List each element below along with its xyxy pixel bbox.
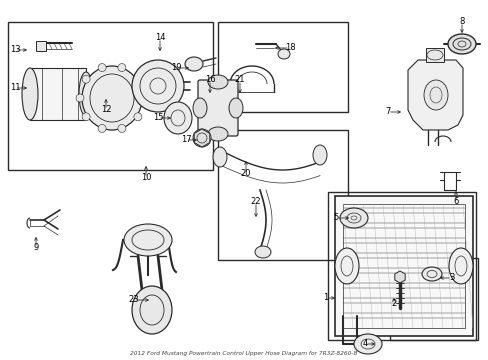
- Text: 21: 21: [234, 76, 245, 85]
- Text: 10: 10: [141, 174, 151, 183]
- Text: 9: 9: [33, 243, 39, 252]
- Text: 11: 11: [10, 84, 20, 93]
- Bar: [342, 204, 464, 328]
- Text: 3: 3: [448, 274, 454, 283]
- Bar: [327, 192, 475, 340]
- Bar: [36, 41, 46, 51]
- Text: 2: 2: [390, 300, 396, 309]
- Bar: [218, 130, 347, 260]
- Ellipse shape: [118, 125, 125, 132]
- Ellipse shape: [213, 147, 226, 167]
- Bar: [8, 22, 213, 170]
- Text: 14: 14: [154, 33, 165, 42]
- Ellipse shape: [193, 98, 206, 118]
- Text: 2012 Ford Mustang Powertrain Control Upper Hose Diagram for 7R3Z-8260-B: 2012 Ford Mustang Powertrain Control Upp…: [130, 351, 357, 356]
- Ellipse shape: [207, 75, 227, 89]
- Ellipse shape: [228, 98, 243, 118]
- Ellipse shape: [254, 246, 270, 258]
- Ellipse shape: [22, 68, 38, 120]
- Ellipse shape: [334, 248, 358, 284]
- Text: 18: 18: [284, 44, 295, 53]
- Text: 4: 4: [362, 339, 367, 348]
- Text: 8: 8: [458, 18, 464, 27]
- Text: 19: 19: [170, 63, 181, 72]
- Text: 17: 17: [181, 135, 191, 144]
- Bar: [389, 258, 477, 340]
- Ellipse shape: [79, 72, 93, 116]
- Ellipse shape: [312, 145, 326, 165]
- Ellipse shape: [134, 75, 142, 83]
- Ellipse shape: [278, 49, 289, 59]
- Ellipse shape: [82, 113, 90, 121]
- Ellipse shape: [82, 75, 90, 83]
- Ellipse shape: [124, 224, 172, 256]
- Ellipse shape: [140, 94, 148, 102]
- Ellipse shape: [118, 64, 125, 72]
- Text: 5: 5: [333, 213, 338, 222]
- Text: 23: 23: [128, 296, 139, 305]
- Ellipse shape: [82, 66, 142, 130]
- Text: 12: 12: [101, 105, 111, 114]
- Ellipse shape: [339, 208, 367, 228]
- Text: 6: 6: [452, 198, 458, 207]
- Ellipse shape: [163, 102, 192, 134]
- Ellipse shape: [134, 113, 142, 121]
- Ellipse shape: [98, 125, 106, 132]
- FancyBboxPatch shape: [198, 80, 238, 136]
- Text: 15: 15: [152, 113, 163, 122]
- Polygon shape: [194, 129, 209, 147]
- Bar: [425, 48, 443, 62]
- Text: 1: 1: [323, 293, 328, 302]
- Ellipse shape: [193, 129, 210, 147]
- Text: 16: 16: [204, 76, 215, 85]
- Ellipse shape: [423, 80, 447, 110]
- Text: 22: 22: [250, 198, 261, 207]
- Ellipse shape: [353, 334, 381, 354]
- Bar: [218, 22, 347, 112]
- Ellipse shape: [132, 286, 172, 334]
- Ellipse shape: [132, 60, 183, 112]
- Polygon shape: [394, 271, 405, 283]
- Text: 13: 13: [10, 45, 20, 54]
- Polygon shape: [407, 60, 462, 130]
- Bar: [334, 196, 472, 336]
- Text: 7: 7: [385, 108, 390, 117]
- Ellipse shape: [421, 267, 441, 281]
- Ellipse shape: [448, 248, 472, 284]
- Ellipse shape: [184, 57, 203, 71]
- Ellipse shape: [76, 94, 84, 102]
- Bar: [30, 68, 86, 120]
- Ellipse shape: [447, 34, 475, 54]
- Ellipse shape: [98, 64, 106, 72]
- Text: 20: 20: [240, 170, 251, 179]
- Ellipse shape: [207, 127, 227, 141]
